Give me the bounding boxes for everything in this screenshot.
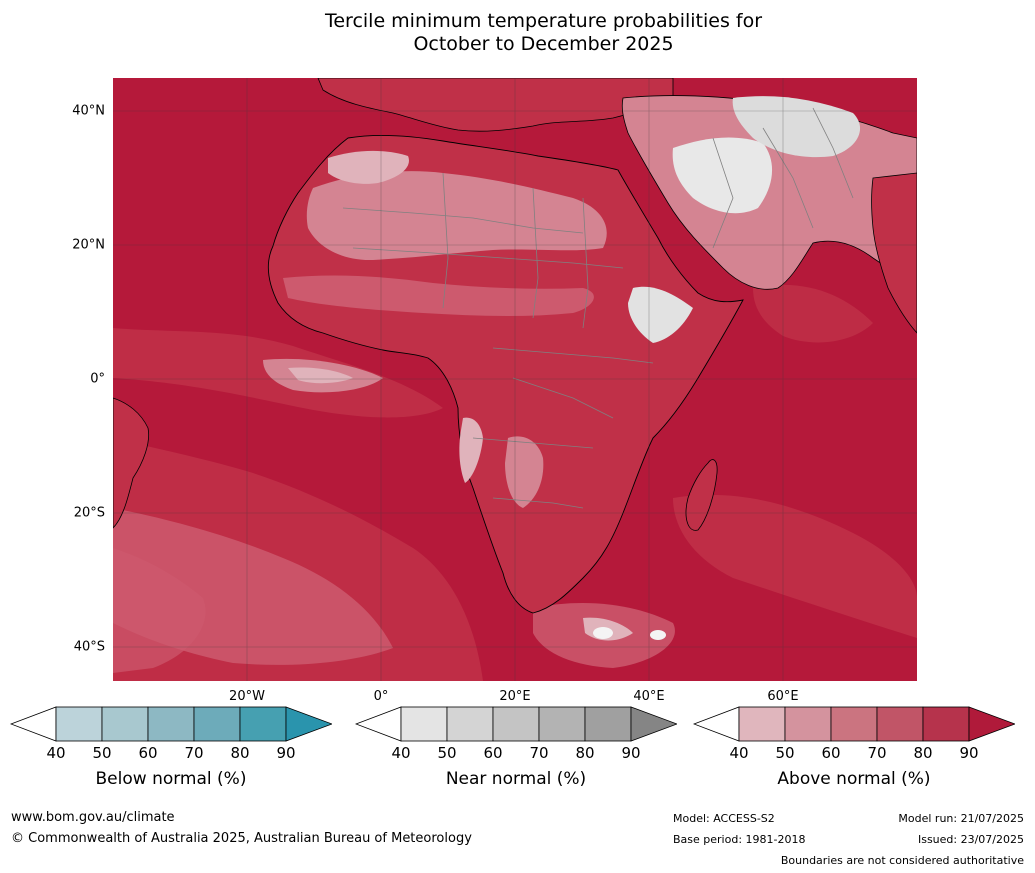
colorbar-below-bin-1 — [55, 706, 103, 742]
colorbar-above-bin-2 — [784, 706, 832, 742]
lat-label-20n: 20°N — [72, 237, 105, 253]
colorbar-above-tick: 70 — [867, 744, 887, 762]
colorbar-near-tick: 70 — [529, 744, 549, 762]
model-run-text: Model run: 21/07/2025 — [898, 812, 1024, 825]
colorbar-above-tick: 60 — [821, 744, 841, 762]
colorbar-below-tick: 80 — [230, 744, 250, 762]
colorbar-above-extend-low — [693, 706, 740, 742]
country-borders — [342, 107, 854, 509]
southern-africa-light — [505, 436, 544, 508]
colorbar-below-extend-low — [10, 706, 57, 742]
colorbar-near-bin-4 — [538, 706, 586, 742]
white-patch-south-2 — [650, 630, 666, 640]
colorbar-above-tick: 80 — [913, 744, 933, 762]
issued-text: Issued: 23/07/2025 — [917, 833, 1024, 846]
probability-bands — [113, 284, 917, 681]
land-shading — [283, 96, 861, 508]
colorbar-near-normal — [355, 706, 677, 742]
colorbar-near-tick: 60 — [483, 744, 503, 762]
legend-label-above-normal: Above normal (%) — [777, 769, 931, 789]
sahara-light — [306, 171, 607, 261]
arabia-near-normal — [672, 137, 773, 214]
band-indian-ocean — [673, 494, 917, 638]
colorbar-below-normal — [10, 706, 332, 742]
colorbar-near-bin-1 — [400, 706, 448, 742]
colorbar-above-bin-5 — [922, 706, 970, 742]
lat-label-20s: 20°S — [73, 505, 105, 521]
colorbar-below-bin-5 — [239, 706, 287, 742]
colorbar-below-tick: 60 — [138, 744, 158, 762]
colorbar-above-bin-4 — [876, 706, 924, 742]
colorbar-below-extend-high — [285, 706, 332, 742]
land-india — [871, 172, 917, 334]
title-line-1: Tercile minimum temperature probabilitie… — [324, 10, 763, 32]
colorbar-below-tick: 90 — [276, 744, 296, 762]
sahel-band — [283, 275, 594, 317]
band-arabian-sea — [753, 284, 873, 343]
chart-title: Tercile minimum temperature probabilitie… — [0, 10, 1035, 56]
website-link[interactable]: www.bom.gov.au/climate — [11, 810, 175, 825]
namibia-light — [459, 417, 483, 483]
lon-label-20e: 20°E — [499, 689, 531, 704]
lat-label-40s: 40°S — [73, 639, 105, 655]
colorbar-below-tick: 50 — [92, 744, 112, 762]
colorbar-below-bin-4 — [193, 706, 241, 742]
sahara-lighter — [328, 150, 409, 184]
band-south-pacific — [113, 548, 206, 673]
colorbar-near-tick: 80 — [575, 744, 595, 762]
colorbar-below-bin-3 — [147, 706, 195, 742]
title-line-2: October to December 2025 — [413, 33, 674, 55]
colorbar-below-bin-2 — [101, 706, 149, 742]
lon-label-20w: 20°W — [229, 689, 265, 704]
colorbar-near-tick: 40 — [391, 744, 411, 762]
copyright-text: © Commonwealth of Australia 2025, Austra… — [11, 831, 472, 846]
colorbar-above-tick: 40 — [729, 744, 749, 762]
lat-label-40n: 40°N — [72, 103, 105, 119]
colorbar-above-bin-1 — [738, 706, 786, 742]
lon-label-0: 0° — [373, 689, 389, 704]
colorbar-near-extend-low — [355, 706, 402, 742]
iran-near-normal — [732, 96, 861, 158]
map-svg — [113, 78, 917, 681]
probability-map — [113, 78, 917, 681]
base-period-text: Base period: 1981-2018 — [673, 833, 806, 846]
colorbar-near-tick: 90 — [621, 744, 641, 762]
land-madagascar — [685, 459, 718, 531]
colorbar-near-bin-2 — [446, 706, 494, 742]
lon-label-60e: 60°E — [767, 689, 799, 704]
land-south-america — [113, 397, 150, 529]
colorbar-near-bin-5 — [584, 706, 632, 742]
disclaimer-text: Boundaries are not considered authoritat… — [780, 854, 1024, 867]
colorbar-above-tick: 50 — [775, 744, 795, 762]
colorbar-near-extend-high — [630, 706, 677, 742]
horn-of-africa-near-normal — [628, 286, 693, 343]
lon-label-40e: 40°E — [633, 689, 665, 704]
colorbar-above-bin-3 — [830, 706, 878, 742]
colorbar-below-tick: 40 — [46, 744, 66, 762]
graticule — [113, 78, 917, 681]
lat-label-0: 0° — [90, 371, 105, 387]
colorbar-below-tick: 70 — [184, 744, 204, 762]
white-patch-south — [593, 627, 613, 639]
legend-label-near-normal: Near normal (%) — [445, 769, 587, 789]
band-level-50 — [288, 367, 353, 384]
colorbar-above-normal — [693, 706, 1015, 742]
colorbar-above-tick: 90 — [959, 744, 979, 762]
colorbar-near-tick: 50 — [437, 744, 457, 762]
colorbar-above-extend-high — [968, 706, 1015, 742]
legend-label-below-normal: Below normal (%) — [95, 769, 247, 789]
colorbar-near-bin-3 — [492, 706, 540, 742]
model-text: Model: ACCESS-S2 — [673, 812, 775, 825]
